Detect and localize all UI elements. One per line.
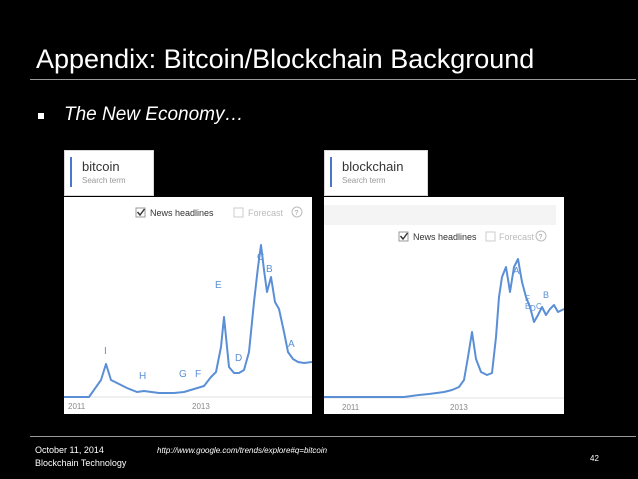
search-term-sub: Search term (82, 176, 126, 185)
event-marker-c: C (536, 302, 542, 311)
forecast-label: Forecast (499, 232, 535, 242)
x-axis-label-2011: 2011 (68, 402, 86, 411)
x-axis-label-2011: 2011 (342, 403, 360, 412)
forecast-label: Forecast (248, 208, 284, 218)
title-divider (30, 79, 636, 80)
event-marker-a: A (513, 266, 520, 277)
event-marker-g: G (179, 369, 187, 380)
blockchain-search-term-card[interactable]: blockchain Search term (324, 150, 428, 196)
event-marker-b: B (543, 290, 549, 300)
event-marker-h: H (139, 371, 146, 382)
event-marker-a: A (288, 339, 295, 350)
x-axis-label-2013: 2013 (192, 402, 210, 411)
forecast-checkbox[interactable] (485, 231, 496, 242)
page-number: 42 (590, 454, 599, 463)
search-term-label: blockchain (342, 159, 404, 174)
slide-title: Appendix: Bitcoin/Blockchain Background (36, 44, 535, 74)
checkmark-icon (136, 208, 146, 217)
footer-date: October 11, 2014 (35, 445, 104, 455)
search-term-label: bitcoin (82, 159, 120, 174)
event-marker-i: I (104, 346, 107, 357)
bullet-marker (38, 113, 44, 119)
event-marker-c: C (257, 252, 264, 263)
help-icon[interactable] (291, 206, 303, 218)
search-term-sub: Search term (342, 176, 386, 185)
help-icon[interactable] (535, 230, 547, 242)
x-axis-label-2013: 2013 (450, 403, 468, 412)
bitcoin-search-term-card[interactable]: bitcoin Search term (64, 150, 154, 196)
event-marker-d: D (530, 304, 536, 313)
event-marker-f: F (195, 369, 201, 380)
help-glyph: ? (539, 234, 543, 241)
footer-divider (30, 436, 636, 437)
blockchain-interest-line (324, 258, 564, 398)
bitcoin-trend-chart: News headlines Forecast ? I H G F E D C … (64, 197, 312, 414)
bitcoin-interest-line (64, 244, 312, 398)
blockchain-trend-panel: News headlines Forecast ? A F E D C B 20… (324, 197, 564, 414)
news-headlines-checkbox[interactable] (398, 231, 409, 242)
event-marker-f: F (525, 294, 530, 303)
bullet-text: The New Economy… (64, 104, 244, 125)
footer-org: Blockchain Technology (35, 458, 127, 468)
news-headlines-label: News headlines (150, 208, 214, 218)
event-marker-b: B (266, 264, 273, 275)
search-term-accent (70, 157, 72, 187)
source-url: http://www.google.com/trends/explore#q=b… (157, 446, 328, 455)
news-headlines-label: News headlines (413, 232, 477, 242)
event-marker-e: E (525, 302, 530, 311)
search-term-accent (330, 157, 332, 187)
bitcoin-trend-panel: News headlines Forecast ? I H G F E D C … (64, 197, 312, 414)
news-headlines-checkbox[interactable] (135, 207, 146, 218)
checkmark-icon (399, 232, 409, 241)
event-marker-e: E (215, 280, 222, 291)
blockchain-trend-chart: News headlines Forecast ? A F E D C B 20… (324, 197, 564, 414)
event-marker-d: D (235, 353, 242, 364)
forecast-checkbox[interactable] (233, 207, 244, 218)
help-glyph: ? (295, 210, 299, 217)
